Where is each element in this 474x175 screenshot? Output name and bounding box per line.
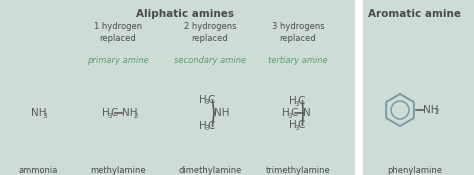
Text: secondary amine: secondary amine bbox=[174, 56, 246, 65]
Text: primary amine: primary amine bbox=[87, 56, 149, 65]
Text: C: C bbox=[208, 95, 215, 105]
Text: 3: 3 bbox=[287, 113, 292, 118]
Text: 3: 3 bbox=[107, 113, 111, 118]
Text: methylamine: methylamine bbox=[90, 166, 146, 175]
Text: ammonia: ammonia bbox=[18, 166, 58, 175]
Text: tertiary amine: tertiary amine bbox=[268, 56, 328, 65]
Text: C: C bbox=[298, 120, 305, 130]
Text: Aromatic amine: Aromatic amine bbox=[368, 9, 462, 19]
Text: Aliphatic amines: Aliphatic amines bbox=[136, 9, 234, 19]
Text: H: H bbox=[289, 120, 297, 130]
Text: NH: NH bbox=[31, 108, 46, 118]
Text: C: C bbox=[298, 96, 305, 106]
Text: C: C bbox=[110, 108, 118, 118]
Text: C: C bbox=[208, 121, 215, 131]
Text: 3: 3 bbox=[204, 125, 209, 131]
Text: H: H bbox=[199, 95, 207, 105]
Text: C: C bbox=[291, 108, 298, 118]
Text: NH: NH bbox=[214, 108, 229, 118]
Text: 2: 2 bbox=[134, 113, 138, 118]
Bar bbox=[0, 0, 355, 175]
Text: 3: 3 bbox=[294, 124, 299, 131]
Text: 3: 3 bbox=[43, 113, 47, 118]
Text: NH: NH bbox=[122, 108, 138, 118]
Text: H: H bbox=[289, 96, 297, 106]
Text: N: N bbox=[303, 108, 311, 118]
Bar bbox=[355, 0, 363, 175]
Text: 2: 2 bbox=[435, 110, 439, 116]
Text: phenylamine: phenylamine bbox=[388, 166, 443, 175]
Text: trimethylamine: trimethylamine bbox=[265, 166, 330, 175]
Text: 3 hydrogens
replaced: 3 hydrogens replaced bbox=[272, 22, 324, 43]
Text: 3: 3 bbox=[204, 100, 209, 106]
Text: NH: NH bbox=[423, 105, 438, 115]
Text: H: H bbox=[102, 108, 110, 118]
Bar bbox=[363, 0, 474, 175]
Text: H: H bbox=[199, 121, 207, 131]
Text: H: H bbox=[282, 108, 290, 118]
Text: dimethylamine: dimethylamine bbox=[178, 166, 242, 175]
Text: 3: 3 bbox=[294, 100, 299, 107]
Text: 2 hydrogens
replaced: 2 hydrogens replaced bbox=[184, 22, 236, 43]
Text: 1 hydrogen
replaced: 1 hydrogen replaced bbox=[94, 22, 142, 43]
